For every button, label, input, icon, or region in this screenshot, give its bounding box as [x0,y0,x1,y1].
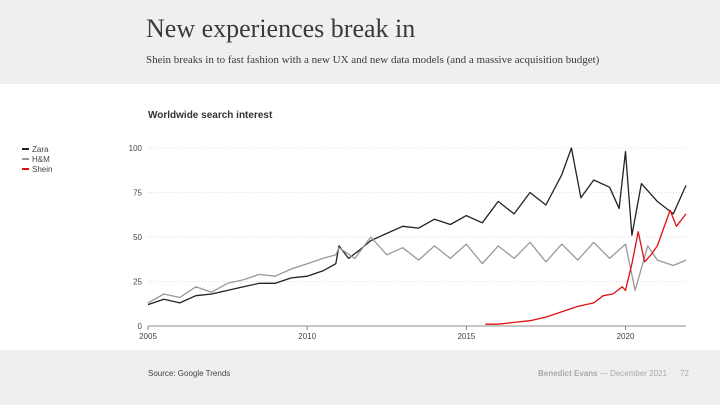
credit-date: December 2021 [610,369,667,378]
credit: Benedict Evans — December 2021 [538,369,667,378]
x-tick-label-1: 2010 [298,332,316,341]
page-title: New experiences break in [146,14,416,43]
y-tick-label-1: 25 [133,278,142,287]
author-name: Benedict Evans [538,369,598,378]
legend-label-zara: Zara [32,144,49,154]
x-tick-label-2: 2015 [457,332,475,341]
legend-label-shein: Shein [32,164,53,174]
page-number: 72 [680,369,689,378]
series-line-shein [485,209,687,325]
credit-separator: — [599,369,608,378]
legend-swatch-zara [22,148,29,150]
source-note: Source: Google Trends [148,369,231,378]
line-chart: 0 25 50 75 100 2005 2010 2015 2020 [129,144,687,341]
y-tick-label-3: 75 [133,189,142,198]
x-tick-label-0: 2005 [139,332,157,341]
header-band [0,0,720,84]
x-tick-label-3: 2020 [617,332,635,341]
series-line-hm [147,236,687,304]
legend-swatch-hm [22,158,29,160]
legend-swatch-shein [22,168,29,170]
legend-label-hm: H&M [32,154,50,164]
chart-title: Worldwide search interest [148,110,273,121]
legend-item-hm: H&M [22,154,52,164]
page-subtitle: Shein breaks in to fast fashion with a n… [146,54,600,66]
y-tick-label-0: 0 [138,322,143,331]
series-line-zara [147,147,687,306]
legend-item-shein: Shein [22,164,52,174]
y-tick-label-2: 50 [133,233,142,242]
legend-item-zara: Zara [22,144,52,154]
chart-legend: Zara H&M Shein [22,144,52,174]
y-tick-label-4: 100 [129,144,143,153]
footer-band [0,350,720,405]
